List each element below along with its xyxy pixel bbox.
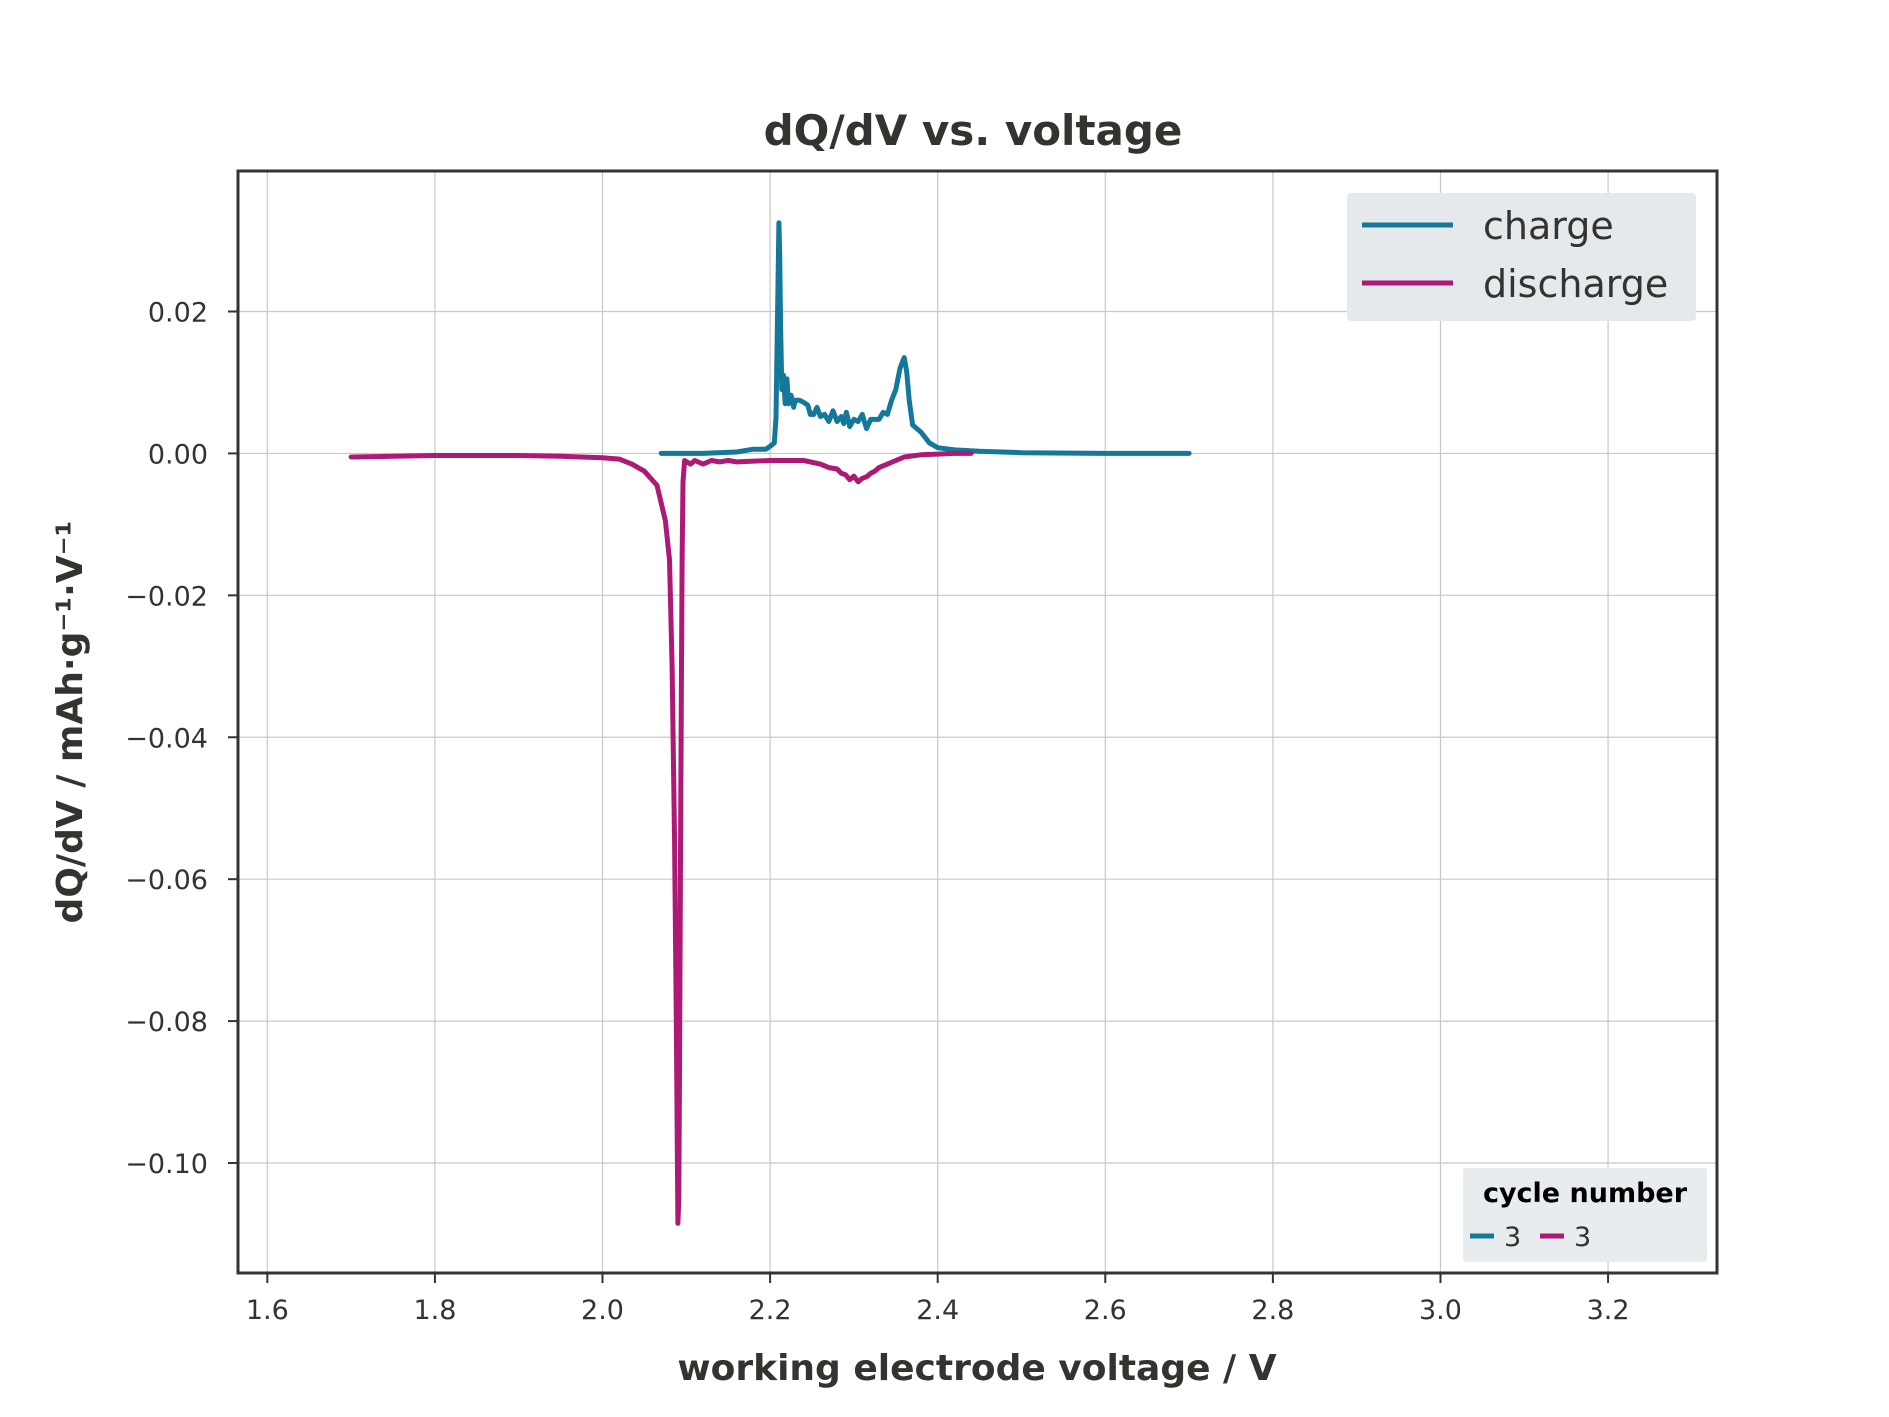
y-axis-label: dQ/dV / mAh·g⁻¹·V⁻¹ — [50, 521, 91, 924]
cycle-legend-label-discharge: 3 — [1574, 1222, 1591, 1253]
y-tick-label: 0.02 — [148, 297, 208, 328]
y-tick-label: 0.00 — [148, 439, 208, 470]
legend-label-discharge: discharge — [1483, 262, 1668, 306]
axis-ticks: 1.6 1.8 2.0 2.2 2.4 2.6 2.8 3.0 3.2 0.02 0.00 −0.02… — [125, 297, 1629, 1326]
series-line-charge — [658, 220, 1192, 456]
cycle-legend-box — [1463, 1168, 1707, 1262]
x-tick-label: 2.6 — [1084, 1295, 1127, 1326]
x-tick-label: 2.4 — [916, 1295, 959, 1326]
cycle-legend-title: cycle number — [1483, 1178, 1688, 1209]
y-tick-label: −0.10 — [125, 1149, 208, 1180]
series-line-discharge — [348, 450, 974, 1226]
cycle-legend: cycle number 3 3 — [1463, 1168, 1707, 1262]
series-legend: charge discharge — [1347, 193, 1696, 321]
y-tick-label: −0.02 — [125, 581, 208, 612]
x-tick-label: 1.8 — [413, 1295, 456, 1326]
plot-frame — [236, 169, 1719, 1275]
x-tick-label: 2.2 — [749, 1295, 792, 1326]
y-tick-label: −0.04 — [125, 723, 208, 754]
chart-title: dQ/dV vs. voltage — [764, 106, 1183, 155]
x-axis-label: working electrode voltage / V — [677, 1348, 1276, 1389]
x-tick-label: 2.8 — [1251, 1295, 1294, 1326]
y-tick-label: −0.06 — [125, 865, 208, 896]
x-tick-label: 1.6 — [246, 1295, 289, 1326]
y-tick-label: −0.08 — [125, 1007, 208, 1038]
legend-label-charge: charge — [1483, 204, 1614, 248]
x-tick-label: 3.2 — [1587, 1295, 1630, 1326]
cycle-legend-label-charge: 3 — [1504, 1222, 1521, 1253]
x-tick-label: 2.0 — [581, 1295, 624, 1326]
x-tick-label: 3.0 — [1419, 1295, 1462, 1326]
series-layer — [348, 220, 1192, 1226]
